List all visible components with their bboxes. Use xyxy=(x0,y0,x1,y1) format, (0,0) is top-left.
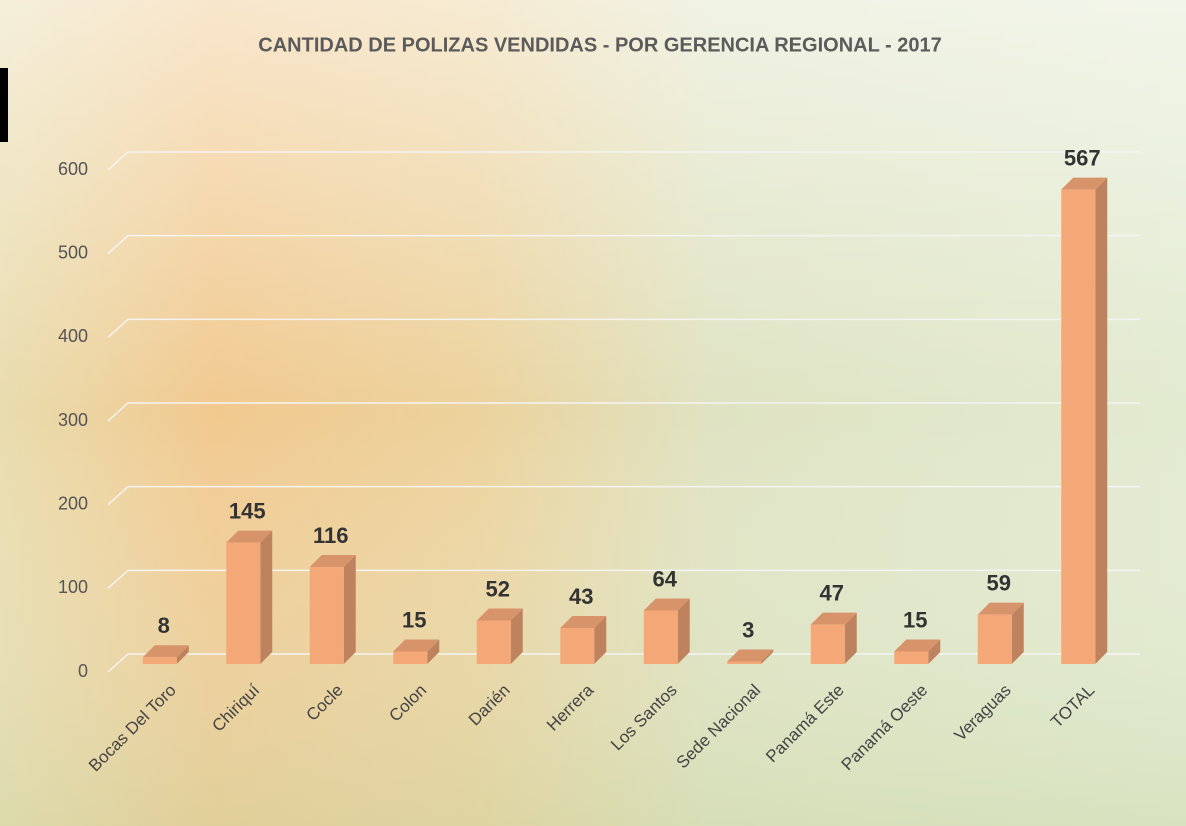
data-label: 567 xyxy=(1064,145,1101,170)
bar xyxy=(393,651,427,664)
bar xyxy=(894,651,928,664)
bar xyxy=(477,620,511,664)
bar xyxy=(978,615,1012,664)
chart-title: CANTIDAD DE POLIZAS VENDIDAS - POR GEREN… xyxy=(258,34,941,56)
bar-side xyxy=(1095,178,1107,664)
data-label: 43 xyxy=(569,584,593,609)
data-label: 15 xyxy=(402,607,426,632)
data-label: 64 xyxy=(653,566,678,591)
y-tick-label: 300 xyxy=(58,410,88,430)
background-overlay xyxy=(0,0,1186,826)
edge-marker xyxy=(0,68,8,142)
data-label: 52 xyxy=(486,576,510,601)
data-label: 3 xyxy=(742,617,754,642)
data-label: 15 xyxy=(903,607,927,632)
data-label: 47 xyxy=(820,580,844,605)
bar xyxy=(811,625,845,664)
y-tick-label: 0 xyxy=(78,661,88,681)
y-tick-label: 100 xyxy=(58,577,88,597)
bar xyxy=(143,657,177,664)
data-label: 8 xyxy=(158,613,170,638)
data-label: 145 xyxy=(229,498,266,523)
bar xyxy=(560,628,594,664)
y-tick-label: 200 xyxy=(58,493,88,513)
data-label: 116 xyxy=(313,523,349,548)
chart: CANTIDAD DE POLIZAS VENDIDAS - POR GEREN… xyxy=(0,0,1186,826)
bar xyxy=(727,661,761,664)
bar xyxy=(1061,190,1095,664)
bar xyxy=(644,610,678,664)
bar-side xyxy=(260,531,272,664)
y-tick-label: 500 xyxy=(58,242,88,262)
y-tick-label: 600 xyxy=(58,159,88,179)
bar-side xyxy=(344,555,356,664)
bar xyxy=(226,543,260,664)
data-label: 59 xyxy=(987,570,1011,595)
bar xyxy=(310,567,344,664)
y-tick-label: 400 xyxy=(58,326,88,346)
